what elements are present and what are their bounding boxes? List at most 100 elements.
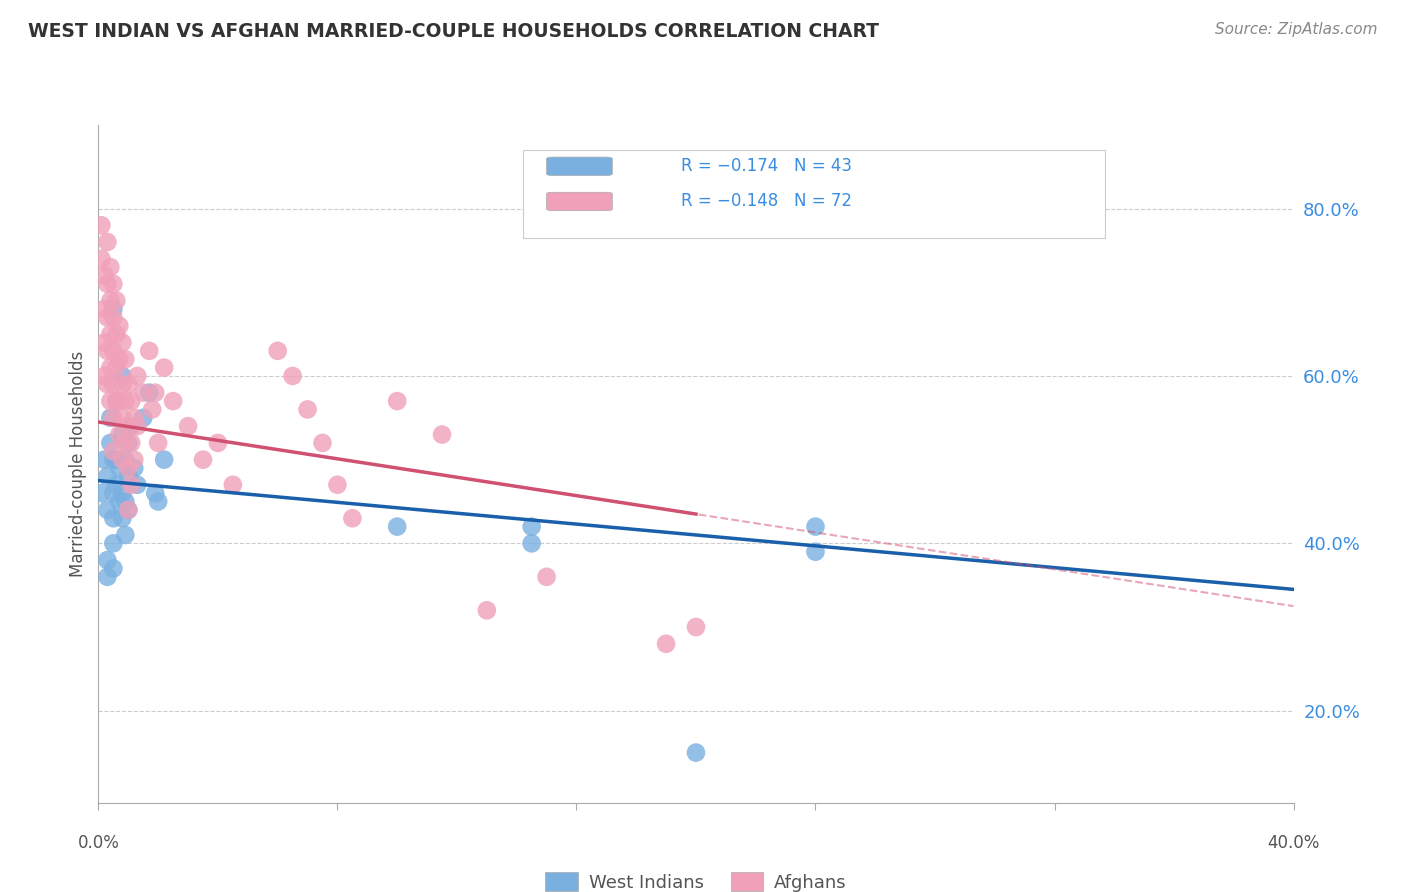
Point: [103, 410, 125, 425]
Point: [117, 469, 139, 483]
Point: [103, 486, 125, 500]
Point: [120, 477, 142, 491]
Point: [96, 277, 118, 291]
Point: [96, 310, 118, 325]
Point: [111, 427, 134, 442]
Point: [114, 452, 136, 467]
Point: [100, 410, 122, 425]
Point: [111, 511, 134, 525]
Point: [103, 301, 125, 316]
Point: [103, 536, 125, 550]
Point: [124, 452, 146, 467]
Text: Source: ZipAtlas.com: Source: ZipAtlas.com: [1215, 22, 1378, 37]
Text: 40.0%: 40.0%: [1267, 834, 1320, 852]
Point: [536, 570, 558, 584]
Point: [90, 486, 112, 500]
Point: [114, 528, 136, 542]
Point: [111, 377, 134, 392]
Point: [93, 268, 115, 283]
FancyBboxPatch shape: [523, 151, 1105, 238]
Point: [132, 410, 155, 425]
Point: [105, 293, 128, 308]
Point: [90, 219, 112, 233]
Point: [114, 352, 136, 367]
Point: [685, 620, 707, 634]
Point: [100, 260, 122, 275]
FancyBboxPatch shape: [547, 157, 613, 176]
Point: [93, 368, 115, 383]
Point: [96, 343, 118, 358]
Point: [141, 402, 163, 417]
Point: [93, 452, 115, 467]
Point: [108, 494, 131, 508]
Point: [148, 436, 170, 450]
Point: [148, 494, 170, 508]
Point: [105, 360, 128, 375]
Point: [111, 335, 134, 350]
Point: [108, 427, 131, 442]
Point: [475, 603, 498, 617]
Text: R = −0.174   N = 43: R = −0.174 N = 43: [681, 157, 852, 176]
Point: [100, 327, 122, 342]
Point: [93, 301, 115, 316]
Point: [105, 394, 128, 409]
Point: [103, 511, 125, 525]
Point: [143, 385, 166, 400]
Point: [138, 385, 160, 400]
Point: [520, 536, 543, 550]
Point: [124, 410, 146, 425]
Point: [105, 327, 128, 342]
Point: [804, 545, 827, 559]
Point: [342, 511, 364, 525]
Point: [385, 394, 409, 409]
Point: [117, 377, 139, 392]
Point: [127, 419, 149, 434]
Point: [96, 503, 118, 517]
Point: [114, 494, 136, 508]
Point: [100, 360, 122, 375]
Point: [105, 477, 128, 491]
Point: [108, 461, 131, 475]
Point: [103, 310, 125, 325]
Point: [177, 419, 200, 434]
Point: [222, 477, 245, 491]
Point: [138, 343, 160, 358]
Point: [108, 318, 131, 333]
Point: [96, 235, 118, 249]
Point: [804, 519, 827, 533]
Point: [120, 394, 142, 409]
Point: [655, 637, 678, 651]
Point: [96, 377, 118, 392]
Point: [297, 402, 319, 417]
Point: [103, 452, 125, 467]
Point: [100, 293, 122, 308]
Point: [120, 419, 142, 434]
Point: [127, 368, 149, 383]
FancyBboxPatch shape: [547, 193, 613, 211]
Point: [124, 461, 146, 475]
Point: [111, 368, 134, 383]
Point: [96, 553, 118, 567]
Point: [120, 436, 142, 450]
Point: [108, 352, 131, 367]
Point: [326, 477, 349, 491]
Y-axis label: Married-couple Households: Married-couple Households: [69, 351, 87, 577]
Point: [90, 252, 112, 266]
Legend: West Indians, Afghans: West Indians, Afghans: [538, 865, 853, 892]
Point: [93, 335, 115, 350]
Point: [162, 394, 184, 409]
Point: [153, 360, 176, 375]
Text: R = −0.148   N = 72: R = −0.148 N = 72: [681, 193, 852, 211]
Point: [96, 469, 118, 483]
Point: [105, 452, 128, 467]
Point: [117, 503, 139, 517]
Text: WEST INDIAN VS AFGHAN MARRIED-COUPLE HOUSEHOLDS CORRELATION CHART: WEST INDIAN VS AFGHAN MARRIED-COUPLE HOU…: [28, 22, 879, 41]
Point: [105, 394, 128, 409]
Point: [385, 519, 409, 533]
Point: [117, 461, 139, 475]
Point: [108, 394, 131, 409]
Point: [103, 277, 125, 291]
Point: [103, 444, 125, 458]
Point: [96, 570, 118, 584]
Point: [267, 343, 290, 358]
